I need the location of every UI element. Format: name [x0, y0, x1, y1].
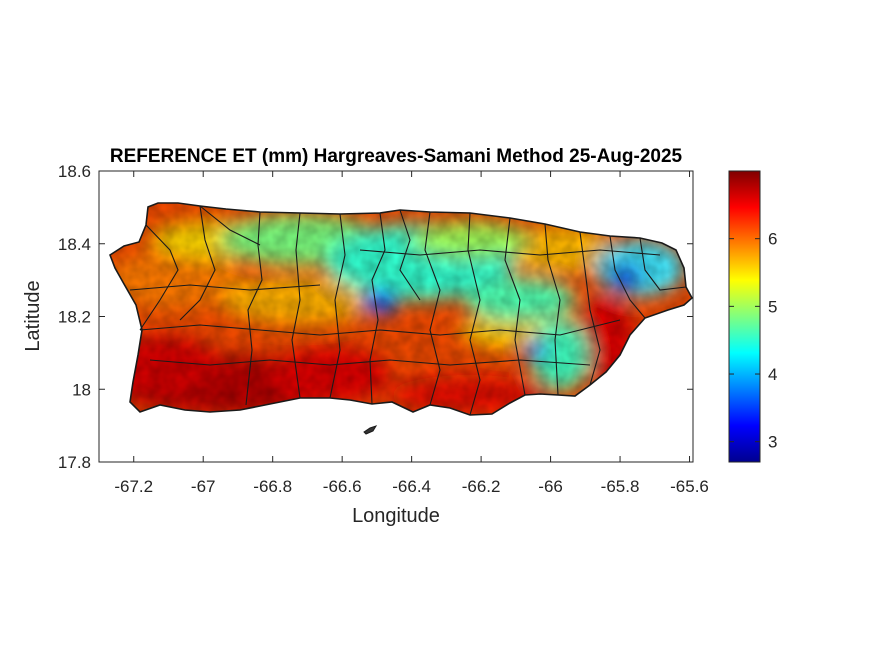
map-title: REFERENCE ET (mm) Hargreaves-Samani Meth…	[110, 146, 683, 167]
municipality-boundary	[139, 319, 621, 336]
x-tick-label: -65.6	[670, 477, 709, 496]
x-tick-label: -66.6	[323, 477, 362, 496]
municipality-boundary	[129, 284, 321, 291]
y-tick-label: 17.8	[58, 453, 91, 472]
municipality-boundary	[579, 231, 601, 386]
y-tick-label: 18.2	[58, 308, 91, 327]
colorbar: 3 4 5 6	[728, 170, 777, 463]
x-tick-label: -66.2	[462, 477, 501, 496]
x-tick-label: -66.4	[392, 477, 431, 496]
municipality-boundary	[424, 211, 441, 406]
municipality-boundary	[639, 237, 687, 291]
municipality-boundary	[467, 212, 481, 416]
municipality-boundary	[199, 205, 261, 246]
municipality-boundary	[369, 212, 386, 405]
x-tick-label: -66.8	[253, 477, 292, 496]
islet-caja-de-muertos	[363, 425, 378, 435]
municipality-boundary	[609, 235, 646, 319]
municipality-boundary	[179, 205, 216, 321]
x-tick-label: -65.8	[601, 477, 640, 496]
municipality-boundary	[359, 249, 661, 256]
municipality-boundaries	[129, 205, 687, 416]
y-axis-ticks: 17.8 18 18.2 18.4 18.6	[58, 162, 693, 472]
x-tick-label: -66	[538, 477, 563, 496]
colorbar-gradient	[728, 170, 761, 463]
municipality-boundary	[544, 223, 561, 396]
municipality-boundary	[139, 224, 179, 331]
colorbar-tick-label: 4	[768, 365, 777, 384]
municipality-boundary	[245, 211, 263, 406]
y-tick-label: 18	[72, 380, 91, 399]
x-axis-ticks: -67.2 -67 -66.8 -66.6 -66.4 -66.2 -66 -65.8 -65.…	[114, 171, 709, 496]
municipality-boundary	[399, 209, 421, 301]
x-tick-label: -67.2	[114, 477, 153, 496]
colorbar-tick-label: 6	[768, 230, 777, 249]
colorbar-ticks: 3 4 5 6	[729, 230, 777, 452]
colorbar-tick-label: 3	[768, 433, 777, 452]
municipality-boundary	[329, 213, 346, 399]
y-tick-label: 18.6	[58, 162, 91, 181]
municipality-boundary	[291, 212, 301, 399]
y-axis-label: Latitude	[22, 280, 44, 351]
colorbar-tick-label: 5	[768, 297, 777, 316]
coastline	[109, 202, 694, 416]
y-tick-label: 18.4	[58, 235, 91, 254]
x-axis-label: Longitude	[352, 505, 440, 527]
municipality-boundary	[149, 359, 591, 366]
municipality-boundary	[504, 217, 526, 396]
x-tick-label: -67	[191, 477, 216, 496]
